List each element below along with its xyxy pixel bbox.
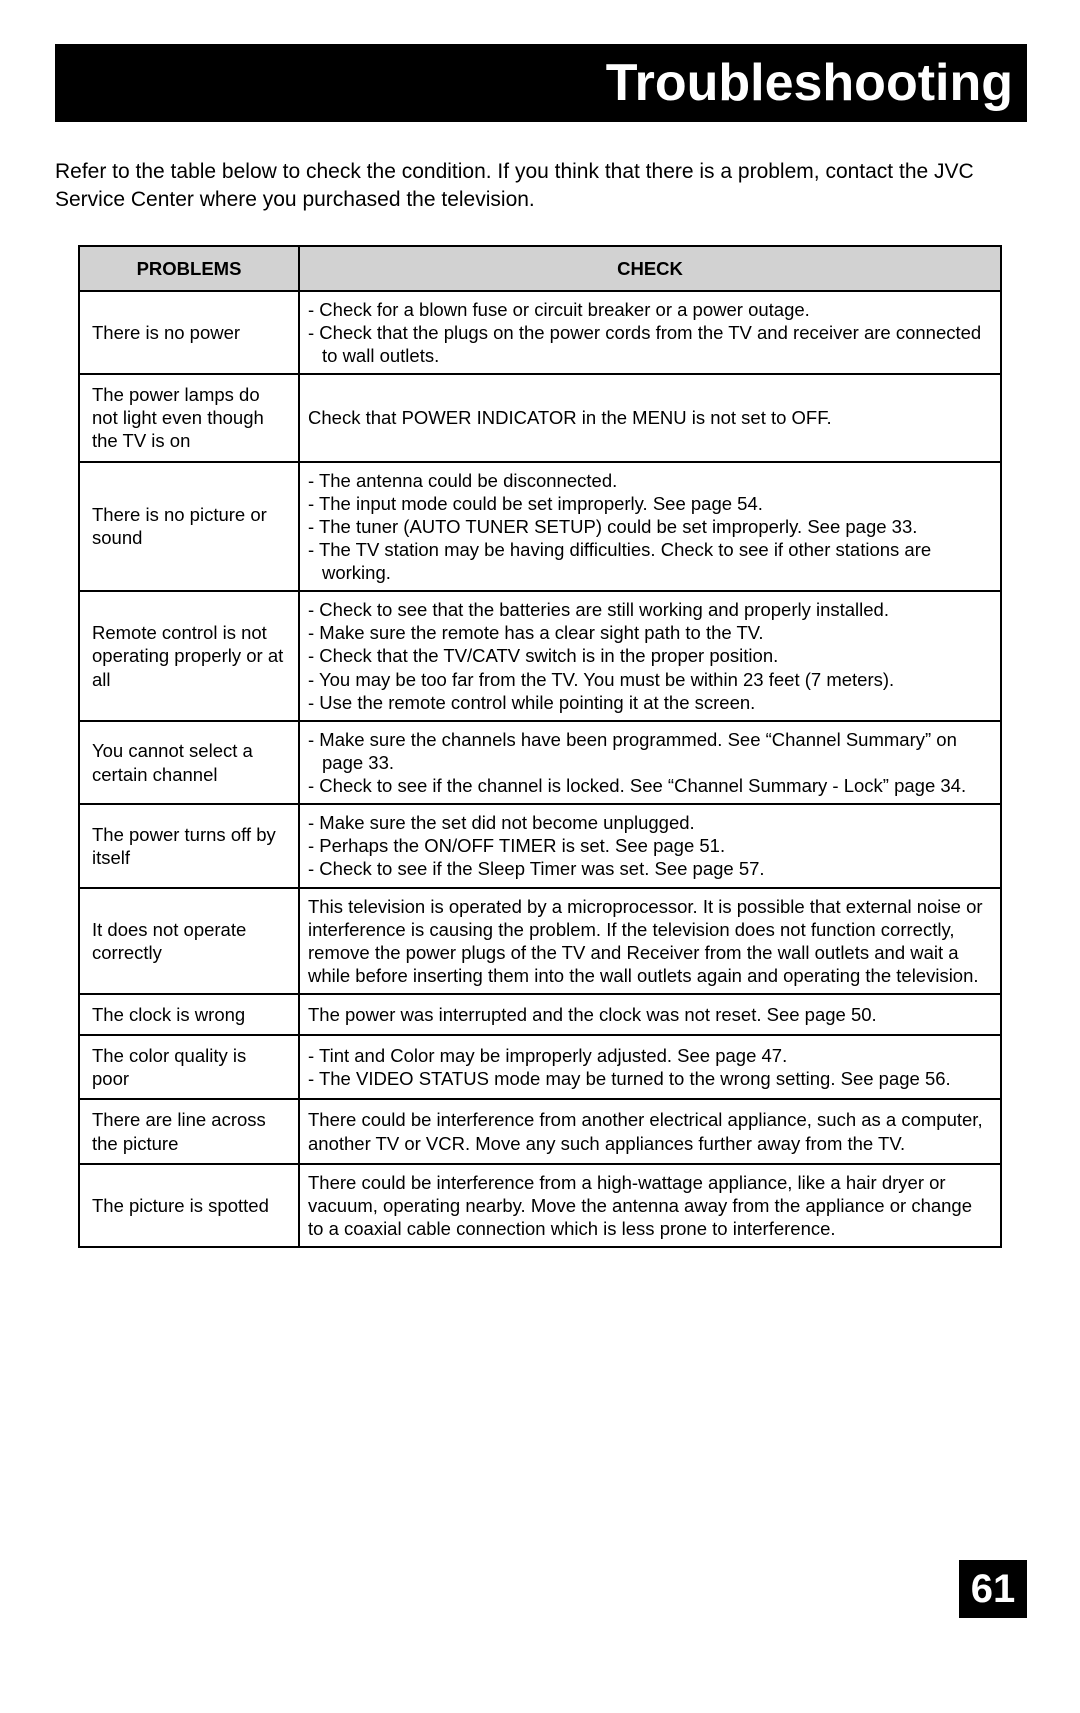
- problem-cell: The clock is wrong: [79, 994, 299, 1035]
- problem-cell: The power lamps do not light even though…: [79, 374, 299, 461]
- table-header-row: PROBLEMS CHECK: [79, 246, 1001, 291]
- check-cell: This television is operated by a micropr…: [299, 888, 1001, 995]
- check-list-item: - You may be too far from the TV. You mu…: [308, 668, 990, 691]
- page-number-value: 61: [971, 1567, 1016, 1612]
- table-row: The power turns off by itself - Make sure…: [79, 804, 1001, 887]
- troubleshooting-table: PROBLEMS CHECK There is no power- Check …: [78, 245, 1002, 1248]
- check-list-item: - Use the remote control while pointing …: [308, 691, 990, 714]
- check-list-item: - The TV station may be having difficult…: [308, 538, 990, 584]
- check-text: There could be interference from another…: [308, 1108, 990, 1154]
- page-header: Troubleshooting: [55, 44, 1027, 122]
- check-list-item: - The VIDEO STATUS mode may be turned to…: [308, 1067, 990, 1090]
- check-cell: There could be interference from another…: [299, 1099, 1001, 1163]
- check-text: The power was interrupted and the clock …: [308, 1003, 990, 1026]
- problem-cell: The power turns off by itself: [79, 804, 299, 887]
- check-list: - Check to see that the batteries are st…: [308, 598, 990, 714]
- check-list-item: - The tuner (AUTO TUNER SETUP) could be …: [308, 515, 990, 538]
- table-row: There is no picture or sound- The antenn…: [79, 462, 1001, 592]
- problem-cell: The color quality is poor: [79, 1035, 299, 1099]
- check-list-item: - Check that the TV/CATV switch is in th…: [308, 644, 990, 667]
- intro-text: Refer to the table below to check the co…: [55, 158, 1025, 215]
- check-text: Check that POWER INDICATOR in the MENU i…: [308, 406, 990, 429]
- check-cell: - Check for a blown fuse or circuit brea…: [299, 291, 1001, 374]
- page-number: 61: [959, 1560, 1027, 1618]
- check-list: - Make sure the set did not become unplu…: [308, 811, 990, 880]
- problem-cell: Remote control is not operating properly…: [79, 591, 299, 721]
- check-cell: There could be interference from a high-…: [299, 1164, 1001, 1247]
- check-list-item: - Check to see that the batteries are st…: [308, 598, 990, 621]
- troubleshooting-table-wrap: PROBLEMS CHECK There is no power- Check …: [78, 245, 1002, 1248]
- check-list: - Make sure the channels have been progr…: [308, 728, 990, 797]
- column-header-problems: PROBLEMS: [79, 246, 299, 291]
- check-list-item: - The antenna could be disconnected.: [308, 469, 990, 492]
- problem-cell: The picture is spotted: [79, 1164, 299, 1247]
- check-cell: Check that POWER INDICATOR in the MENU i…: [299, 374, 1001, 461]
- table-row: Remote control is not operating properly…: [79, 591, 1001, 721]
- table-row: It does not operate correctlyThis televi…: [79, 888, 1001, 995]
- table-row: The power lamps do not light even though…: [79, 374, 1001, 461]
- check-text: There could be interference from a high-…: [308, 1171, 990, 1240]
- check-list-item: - Check to see if the Sleep Timer was se…: [308, 857, 990, 880]
- check-list: - Check for a blown fuse or circuit brea…: [308, 298, 990, 367]
- problem-cell: There are line across the picture: [79, 1099, 299, 1163]
- check-text: This television is operated by a micropr…: [308, 895, 990, 988]
- table-row: The clock is wrong The power was interrup…: [79, 994, 1001, 1035]
- check-list-item: - The input mode could be set improperly…: [308, 492, 990, 515]
- check-cell: - The antenna could be disconnected.- Th…: [299, 462, 1001, 592]
- problem-cell: You cannot select a certain channel: [79, 721, 299, 804]
- column-header-check: CHECK: [299, 246, 1001, 291]
- check-list-item: - Check to see if the channel is locked.…: [308, 774, 990, 797]
- check-cell: - Tint and Color may be improperly adjus…: [299, 1035, 1001, 1099]
- check-list-item: - Make sure the remote has a clear sight…: [308, 621, 990, 644]
- check-list-item: - Make sure the channels have been progr…: [308, 728, 990, 774]
- check-list: - The antenna could be disconnected.- Th…: [308, 469, 990, 585]
- page-title: Troubleshooting: [606, 53, 1013, 113]
- problem-cell: There is no power: [79, 291, 299, 374]
- problem-cell: There is no picture or sound: [79, 462, 299, 592]
- check-list-item: - Perhaps the ON/OFF TIMER is set. See p…: [308, 834, 990, 857]
- table-row: There is no power - Check for a blown fus…: [79, 291, 1001, 374]
- table-row: The color quality is poor - Tint and Colo…: [79, 1035, 1001, 1099]
- check-cell: The power was interrupted and the clock …: [299, 994, 1001, 1035]
- problem-cell: It does not operate correctly: [79, 888, 299, 995]
- check-list-item: - Check for a blown fuse or circuit brea…: [308, 298, 990, 321]
- table-row: There are line across the pictureThere c…: [79, 1099, 1001, 1163]
- check-list: - Tint and Color may be improperly adjus…: [308, 1044, 990, 1090]
- check-cell: - Make sure the set did not become unplu…: [299, 804, 1001, 887]
- table-row: The picture is spottedThere could be int…: [79, 1164, 1001, 1247]
- check-list-item: - Make sure the set did not become unplu…: [308, 811, 990, 834]
- table-row: You cannot select a certain channel- Mak…: [79, 721, 1001, 804]
- check-list-item: - Tint and Color may be improperly adjus…: [308, 1044, 990, 1067]
- check-cell: - Check to see that the batteries are st…: [299, 591, 1001, 721]
- check-cell: - Make sure the channels have been progr…: [299, 721, 1001, 804]
- check-list-item: - Check that the plugs on the power cord…: [308, 321, 990, 367]
